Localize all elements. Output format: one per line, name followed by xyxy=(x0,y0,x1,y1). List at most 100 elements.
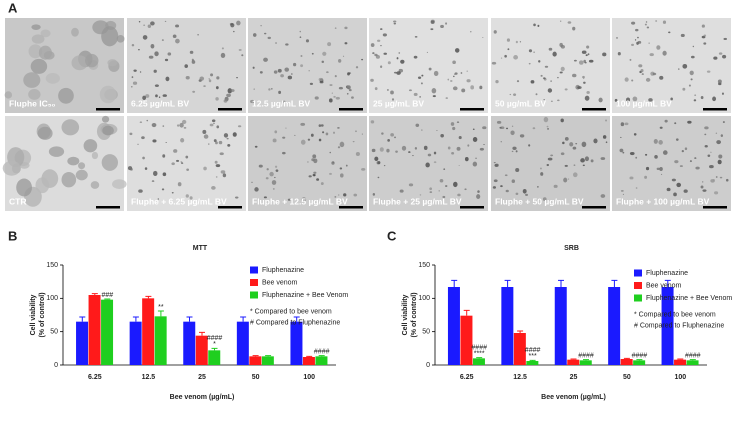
cell xyxy=(142,95,147,101)
chart-title: MTT xyxy=(193,245,208,252)
cell xyxy=(342,55,345,57)
cell xyxy=(152,139,157,143)
x-tick-label: 50 xyxy=(623,374,631,381)
cell xyxy=(151,122,157,128)
cell xyxy=(644,175,648,179)
cell xyxy=(208,143,210,145)
legend-label: Fluphenazine xyxy=(646,270,688,277)
cell xyxy=(619,136,622,139)
cell xyxy=(155,94,158,98)
significance-mark: * xyxy=(213,341,216,348)
cell xyxy=(629,58,632,61)
bar xyxy=(249,356,262,365)
bar xyxy=(620,359,633,365)
cell xyxy=(476,194,481,200)
cell xyxy=(400,59,405,64)
cell xyxy=(506,38,511,42)
cell xyxy=(236,77,238,79)
cell xyxy=(390,90,394,95)
cell xyxy=(602,135,607,139)
image-label: Fluphe + 25 µg/mL BV xyxy=(373,196,462,206)
cell xyxy=(648,98,653,102)
micrograph: Fluphe + 6.25 µg/mL BV xyxy=(127,116,246,211)
cell xyxy=(540,167,542,170)
cell xyxy=(146,119,149,122)
cell xyxy=(717,79,722,84)
cell xyxy=(318,124,322,127)
cell xyxy=(671,178,676,182)
significance-mark: #### xyxy=(207,335,223,342)
micrograph: 6.25 µg/mL BV xyxy=(127,18,246,113)
cell xyxy=(282,151,286,155)
note: * Compared to bee venom xyxy=(250,308,332,315)
cell xyxy=(381,132,384,135)
cell xyxy=(393,20,397,23)
cell xyxy=(715,176,718,178)
cell xyxy=(307,161,309,163)
cell xyxy=(718,154,723,159)
cell xyxy=(461,88,466,93)
cell xyxy=(423,145,428,151)
cell xyxy=(263,57,268,62)
cell xyxy=(338,59,342,63)
cell xyxy=(379,65,383,68)
cell xyxy=(447,146,451,150)
image-label: 100 µg/mL BV xyxy=(616,98,672,108)
cell xyxy=(654,155,658,159)
cell xyxy=(291,73,293,75)
cell xyxy=(515,168,520,173)
cell xyxy=(440,134,444,138)
cell xyxy=(320,182,324,185)
cell xyxy=(421,74,424,77)
cell xyxy=(553,184,558,188)
cell xyxy=(137,143,139,145)
image-label: 50 µg/mL BV xyxy=(495,98,546,108)
cell xyxy=(454,72,458,75)
cell xyxy=(682,64,688,69)
cell xyxy=(179,122,184,128)
cell xyxy=(130,85,133,88)
cell xyxy=(689,160,692,163)
cell xyxy=(550,100,553,102)
cell xyxy=(547,128,549,130)
cell xyxy=(370,43,375,47)
cell xyxy=(413,55,418,59)
cell xyxy=(75,169,88,181)
legend-swatch xyxy=(250,279,258,286)
panel-label: A xyxy=(8,0,18,15)
error-bar xyxy=(583,359,589,361)
cell xyxy=(164,20,167,22)
cell xyxy=(383,165,386,167)
cell xyxy=(259,71,263,74)
cell xyxy=(515,40,518,44)
bar xyxy=(315,356,328,365)
cell xyxy=(713,179,715,181)
cell xyxy=(173,149,178,153)
cell xyxy=(337,146,341,149)
cell xyxy=(584,61,587,64)
cell xyxy=(329,172,332,175)
cell xyxy=(725,178,729,182)
cell xyxy=(695,166,700,170)
cell xyxy=(312,173,316,177)
cell xyxy=(652,72,657,76)
cell xyxy=(533,51,535,53)
cell xyxy=(475,157,477,159)
cell xyxy=(442,195,446,199)
cell xyxy=(426,51,429,53)
cell xyxy=(414,36,418,38)
bar xyxy=(501,287,514,365)
cell xyxy=(268,88,271,91)
cell xyxy=(577,86,582,89)
cell xyxy=(436,130,438,132)
bar xyxy=(261,356,274,365)
note: # Compared to Fluphenazine xyxy=(634,322,724,329)
cell xyxy=(320,124,324,127)
cell xyxy=(300,55,303,57)
cell xyxy=(58,87,74,104)
error-bar xyxy=(611,279,618,287)
image-label: 6.25 µg/mL BV xyxy=(131,98,189,108)
cell xyxy=(681,149,684,153)
cell xyxy=(241,54,244,57)
cell xyxy=(143,24,146,26)
